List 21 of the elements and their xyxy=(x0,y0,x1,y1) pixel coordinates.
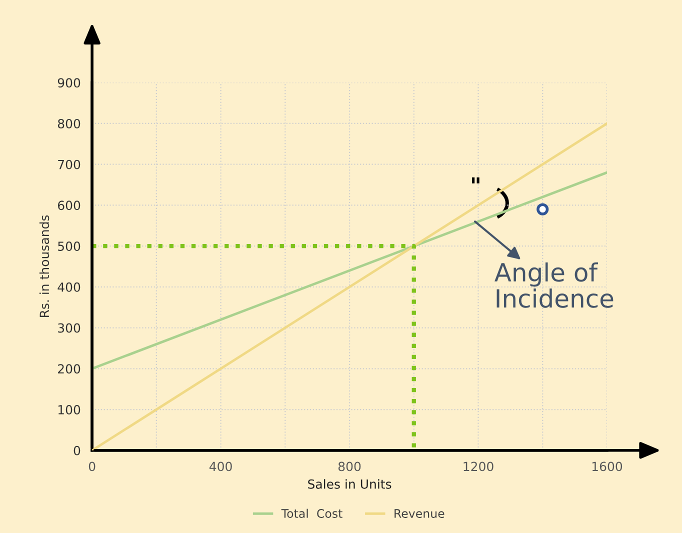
legend-label: Total Cost xyxy=(281,508,342,518)
annotation: " xyxy=(472,177,480,184)
legend-label: Revenue xyxy=(394,509,444,518)
y-tick-label: 500 xyxy=(58,242,80,251)
x-tick-label: 0 xyxy=(88,462,96,472)
x-tick-label: 800 xyxy=(338,462,361,472)
y-tick-label: 900 xyxy=(58,78,80,88)
y-tick-label: 600 xyxy=(58,200,80,210)
x-tick-label: 1600 xyxy=(592,462,622,472)
y-tick-label: 100 xyxy=(58,404,80,414)
y-tick-label: 300 xyxy=(58,323,80,333)
y-axis-title: Rs. in thousands xyxy=(39,215,50,317)
y-tick-label: 400 xyxy=(58,282,80,292)
y-tick-label: 800 xyxy=(58,118,80,128)
x-axis-title: Sales in Units xyxy=(308,479,392,489)
x-tick-label: 400 xyxy=(209,462,232,472)
y-tick-label: 700 xyxy=(58,160,80,170)
annotation: Angle of Incidence xyxy=(494,262,614,308)
y-tick-label: 200 xyxy=(58,364,80,374)
y-tick-label: 0 xyxy=(74,446,80,456)
x-tick-label: 1200 xyxy=(464,462,494,472)
